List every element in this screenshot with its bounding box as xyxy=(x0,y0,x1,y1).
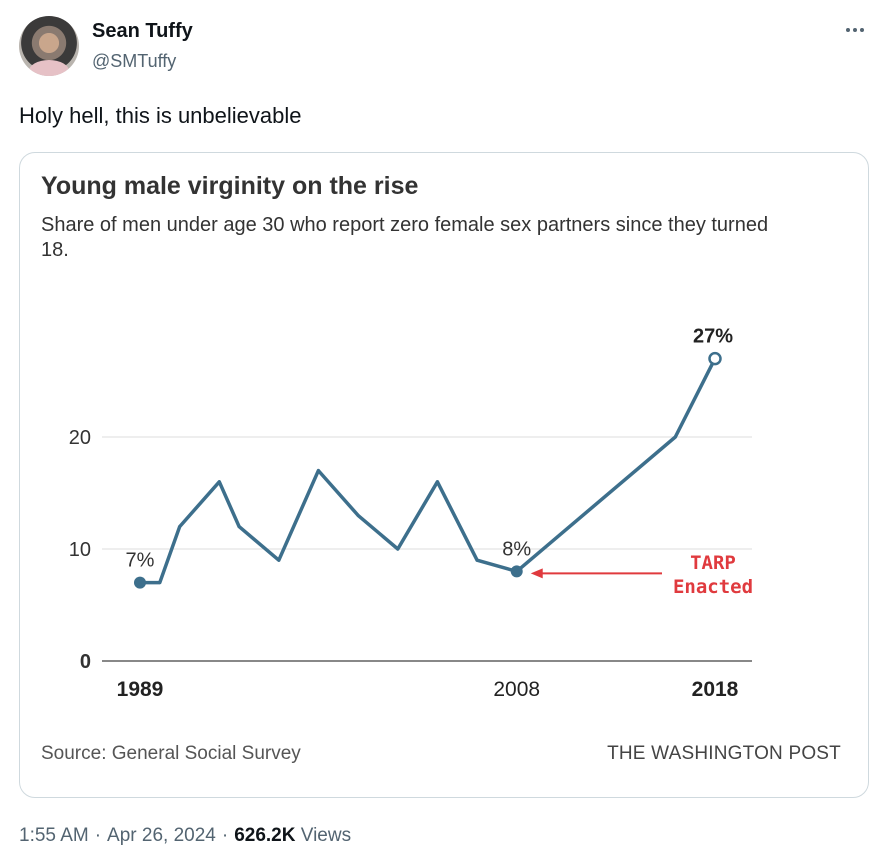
data-point xyxy=(178,525,182,529)
meta-separator: · xyxy=(221,825,229,846)
tweet-text: Holy hell, this is unbelievable xyxy=(19,103,302,128)
views-label[interactable]: Views xyxy=(300,825,352,846)
data-point xyxy=(435,480,439,484)
author-name[interactable]: Sean Tuffy xyxy=(92,20,193,42)
callout-arrowhead xyxy=(530,568,543,579)
author-handle[interactable]: @SMTuffy xyxy=(92,51,177,71)
author-avatar[interactable] xyxy=(19,16,79,76)
x-tick-label: 1989 xyxy=(117,678,164,701)
x-tick-label: 2008 xyxy=(493,678,540,701)
more-horizontal-icon[interactable] xyxy=(843,18,867,42)
callout-text: Enacted xyxy=(673,576,753,598)
tweet-date[interactable]: Apr 26, 2024 xyxy=(107,825,216,846)
meta-separator: · xyxy=(94,825,102,846)
series-line xyxy=(138,356,717,585)
endpoint-marker xyxy=(510,565,523,578)
tweet-time[interactable]: 1:55 AM xyxy=(19,825,89,846)
chart-subtitle: Share of men under age 30 who report zer… xyxy=(41,214,769,261)
callout-text: TARP xyxy=(690,552,736,574)
endpoint-marker xyxy=(708,351,722,366)
chart-title: Young male virginity on the rise xyxy=(41,172,419,200)
avatar-shirt xyxy=(29,60,69,76)
data-label: 8% xyxy=(502,538,531,560)
data-point xyxy=(475,558,479,562)
y-tick-label: 20 xyxy=(69,427,91,449)
endpoint-marker xyxy=(134,576,146,589)
data-point xyxy=(396,547,400,551)
data-point xyxy=(158,581,162,585)
data-point xyxy=(316,469,320,473)
data-point xyxy=(277,558,281,562)
data-point xyxy=(217,480,221,484)
views-count[interactable]: 626.2K xyxy=(234,825,296,846)
y-tick-label: 10 xyxy=(69,539,91,561)
chart-publisher: THE WASHINGTON POST xyxy=(607,743,841,764)
tweet-meta: 1:55 AM · Apr 26, 2024 · 626.2K Views xyxy=(19,825,351,847)
data-point xyxy=(673,435,677,439)
chart-source: Source: General Social Survey xyxy=(41,743,301,764)
data-point xyxy=(237,525,241,529)
data-label: 27% xyxy=(693,326,733,348)
data-label: 7% xyxy=(126,550,155,572)
x-tick-label: 2018 xyxy=(692,678,739,701)
y-tick-label: 0 xyxy=(80,651,91,673)
data-point xyxy=(356,513,360,517)
chart-image[interactable]: Young male virginity on the rise Share o… xyxy=(19,152,869,798)
